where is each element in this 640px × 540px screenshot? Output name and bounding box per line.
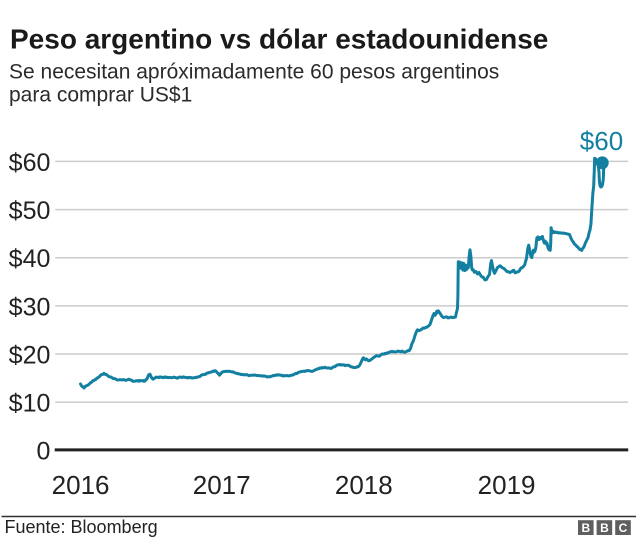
svg-text:B: B: [581, 521, 590, 535]
svg-text:$60: $60: [580, 126, 623, 156]
svg-text:$40: $40: [9, 245, 51, 273]
svg-text:Fuente: Bloomberg: Fuente: Bloomberg: [5, 517, 158, 537]
svg-text:0: 0: [36, 437, 50, 465]
svg-text:2016: 2016: [52, 470, 110, 500]
svg-text:$10: $10: [9, 390, 51, 418]
svg-text:$20: $20: [9, 341, 51, 369]
svg-text:B: B: [600, 521, 609, 535]
svg-text:2017: 2017: [193, 470, 251, 500]
svg-text:2018: 2018: [335, 470, 393, 500]
svg-text:Peso argentino vs dólar estado: Peso argentino vs dólar estadounidense: [10, 24, 548, 55]
svg-text:para comprar US$1: para comprar US$1: [9, 84, 192, 107]
svg-text:C: C: [619, 521, 628, 535]
svg-text:$50: $50: [9, 197, 51, 225]
svg-text:$60: $60: [9, 149, 51, 177]
svg-text:Se necesitan apróximadamente 6: Se necesitan apróximadamente 60 pesos ar…: [9, 60, 499, 83]
svg-text:$30: $30: [9, 293, 51, 321]
svg-text:2019: 2019: [478, 470, 536, 500]
